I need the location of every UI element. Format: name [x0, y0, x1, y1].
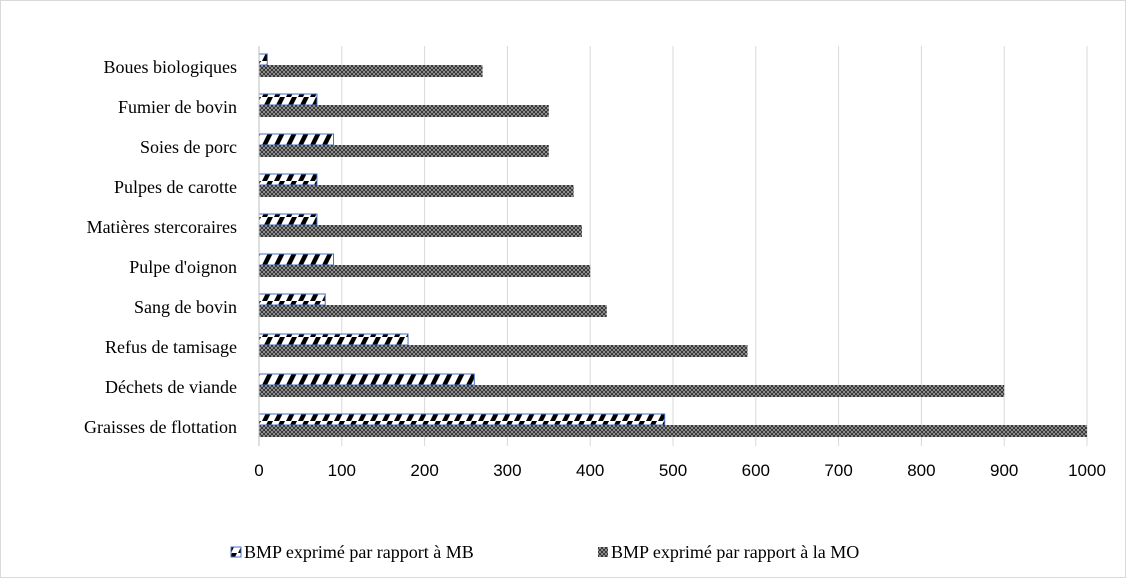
category-label: Soies de porc [140, 137, 237, 157]
category-label: Refus de tamisage [105, 337, 237, 357]
category-label: Déchets de viande [105, 377, 237, 397]
bar-mo [259, 225, 582, 237]
bar-mo [259, 385, 1005, 397]
bar-mo [259, 105, 549, 117]
category-label: Sang de bovin [134, 297, 237, 317]
x-tick-label: 500 [659, 461, 687, 480]
bar-mb [258, 213, 318, 226]
x-tick-label: 100 [328, 461, 356, 480]
bar-mo [259, 65, 483, 77]
x-tick-label: 900 [990, 461, 1018, 480]
bar-mb [258, 173, 318, 186]
legend-swatch [230, 546, 242, 558]
x-tick-label: 200 [410, 461, 438, 480]
legend-label: BMP exprimé par rapport à MB [244, 542, 474, 562]
category-label: Boues biologiques [104, 57, 238, 77]
legend-item-mb: BMP exprimé par rapport à MB [230, 542, 474, 562]
legend: BMP exprimé par rapport à MB BMP exprimé … [230, 542, 859, 562]
bar-mo [259, 185, 574, 197]
bars [258, 53, 1087, 437]
legend-swatch [598, 547, 608, 557]
category-label: Graisses de flottation [84, 417, 237, 437]
legend-label: BMP exprimé par rapport à la MO [611, 542, 859, 562]
bar-mo [259, 425, 1087, 437]
bar-mb [258, 333, 409, 346]
legend-item-mo: BMP exprimé par rapport à la MO [598, 542, 859, 562]
category-label: Pulpe d'oignon [129, 257, 237, 277]
bar-mb [258, 373, 475, 386]
bar-mo [259, 305, 607, 317]
bar-mb [258, 413, 666, 426]
category-label: Matières stercoraires [87, 217, 237, 237]
category-label: Pulpes de carotte [114, 177, 237, 197]
bar-mb [258, 133, 335, 146]
category-label: Fumier de bovin [118, 97, 237, 117]
bar-mb [258, 53, 268, 66]
x-tick-label: 800 [907, 461, 935, 480]
bar-mb [258, 93, 318, 106]
x-tick-label: 700 [824, 461, 852, 480]
x-tick-label: 400 [576, 461, 604, 480]
x-tick-label: 0 [254, 461, 263, 480]
bar-mo [259, 265, 591, 277]
x-tick-label: 300 [493, 461, 521, 480]
bar-mo [259, 145, 549, 157]
bar-mb [258, 293, 326, 306]
axes: 0 100 200 300 400 500 600 700 800 900 1000 Graisses… [84, 46, 1106, 480]
x-tick-label: 600 [742, 461, 770, 480]
bar-mb [258, 253, 335, 266]
x-tick-label: 1000 [1068, 461, 1106, 480]
bar-mo [259, 345, 748, 357]
